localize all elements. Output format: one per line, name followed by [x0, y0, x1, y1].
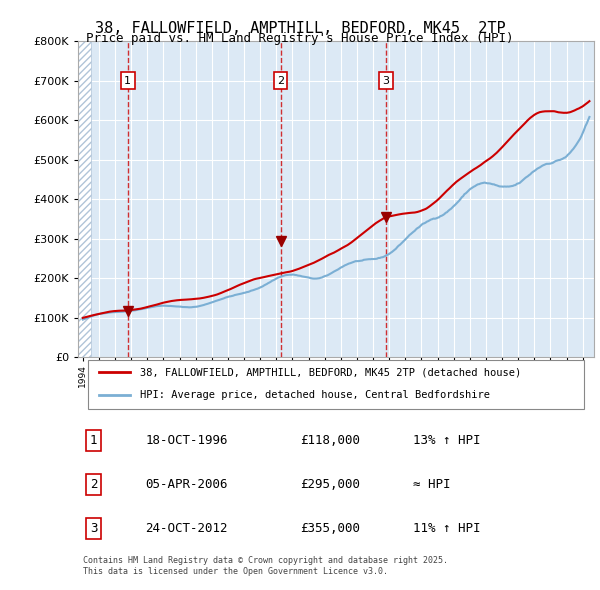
Text: £355,000: £355,000: [300, 522, 360, 535]
Text: 38, FALLOWFIELD, AMPTHILL, BEDFORD, MK45  2TP: 38, FALLOWFIELD, AMPTHILL, BEDFORD, MK45…: [95, 21, 505, 35]
Text: 24-OCT-2012: 24-OCT-2012: [145, 522, 227, 535]
Text: 2: 2: [277, 76, 284, 86]
Text: 13% ↑ HPI: 13% ↑ HPI: [413, 434, 481, 447]
Text: £295,000: £295,000: [300, 478, 360, 491]
Text: HPI: Average price, detached house, Central Bedfordshire: HPI: Average price, detached house, Cent…: [140, 390, 490, 400]
FancyBboxPatch shape: [88, 360, 584, 409]
Text: Price paid vs. HM Land Registry's House Price Index (HPI): Price paid vs. HM Land Registry's House …: [86, 32, 514, 45]
Text: £118,000: £118,000: [300, 434, 360, 447]
Text: 38, FALLOWFIELD, AMPTHILL, BEDFORD, MK45 2TP (detached house): 38, FALLOWFIELD, AMPTHILL, BEDFORD, MK45…: [140, 368, 521, 378]
Text: ≈ HPI: ≈ HPI: [413, 478, 451, 491]
Text: Contains HM Land Registry data © Crown copyright and database right 2025.
This d: Contains HM Land Registry data © Crown c…: [83, 556, 448, 576]
Text: 05-APR-2006: 05-APR-2006: [145, 478, 227, 491]
Text: 1: 1: [124, 76, 131, 86]
Text: 11% ↑ HPI: 11% ↑ HPI: [413, 522, 481, 535]
Text: 18-OCT-1996: 18-OCT-1996: [145, 434, 227, 447]
Text: 3: 3: [383, 76, 389, 86]
Text: 2: 2: [90, 478, 97, 491]
Text: 1: 1: [90, 434, 97, 447]
Text: 3: 3: [90, 522, 97, 535]
